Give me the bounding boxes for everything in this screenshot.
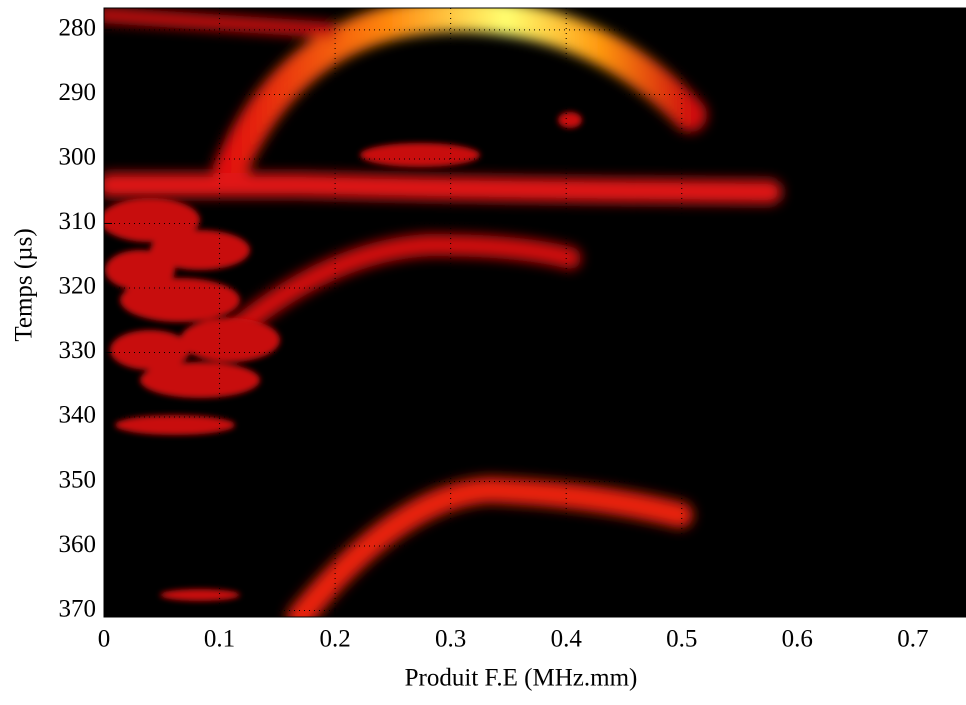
x-tick-label: 0.2 bbox=[319, 626, 350, 653]
x-tick-label: 0 bbox=[98, 626, 111, 653]
x-tick-label: 0.7 bbox=[897, 626, 928, 653]
plot-area bbox=[104, 8, 966, 617]
y-tick-label: 350 bbox=[59, 466, 97, 493]
y-tick-label: 370 bbox=[59, 595, 97, 622]
x-tick-label: 0.5 bbox=[666, 626, 697, 653]
y-tick-label: 340 bbox=[59, 402, 97, 429]
plot-frame bbox=[103, 7, 966, 618]
y-tick-label: 310 bbox=[59, 208, 97, 235]
y-tick-label: 330 bbox=[59, 337, 97, 364]
y-axis-label: Temps (µs) bbox=[11, 228, 38, 341]
x-tick-label: 0.6 bbox=[782, 626, 813, 653]
x-tick-label: 0.4 bbox=[551, 626, 583, 653]
y-tick-label: 280 bbox=[59, 15, 97, 42]
y-tick-label: 360 bbox=[59, 531, 97, 558]
heatmap-image bbox=[104, 8, 782, 617]
x-tick-label: 0.3 bbox=[435, 626, 466, 653]
x-tick-label: 0.1 bbox=[204, 626, 235, 653]
y-tick-label: 290 bbox=[59, 79, 97, 106]
x-axis-label: Produit F.E (MHz.mm) bbox=[405, 665, 638, 692]
y-tick-label: 320 bbox=[59, 273, 97, 300]
y-tick-label: 300 bbox=[59, 144, 97, 171]
